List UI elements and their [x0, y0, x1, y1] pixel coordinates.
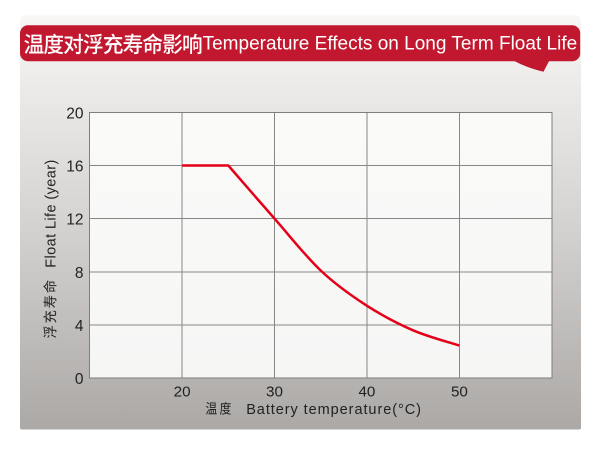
svg-text:12: 12 [66, 212, 83, 229]
svg-text:30: 30 [266, 384, 283, 401]
svg-text:20: 20 [174, 384, 191, 401]
svg-text:50: 50 [451, 384, 468, 401]
svg-text:16: 16 [66, 159, 83, 176]
svg-text:8: 8 [75, 265, 84, 282]
svg-text:Battery temperature(°C): Battery temperature(°C) [246, 402, 421, 418]
svg-text:4: 4 [75, 318, 84, 335]
svg-text:20: 20 [66, 105, 84, 122]
svg-text:0: 0 [75, 371, 84, 388]
svg-text:Float Life (year): Float Life (year) [43, 160, 59, 268]
svg-text:Temperature Effects on Long Te: Temperature Effects on Long Term Float L… [203, 32, 578, 54]
svg-text:40: 40 [358, 384, 375, 401]
